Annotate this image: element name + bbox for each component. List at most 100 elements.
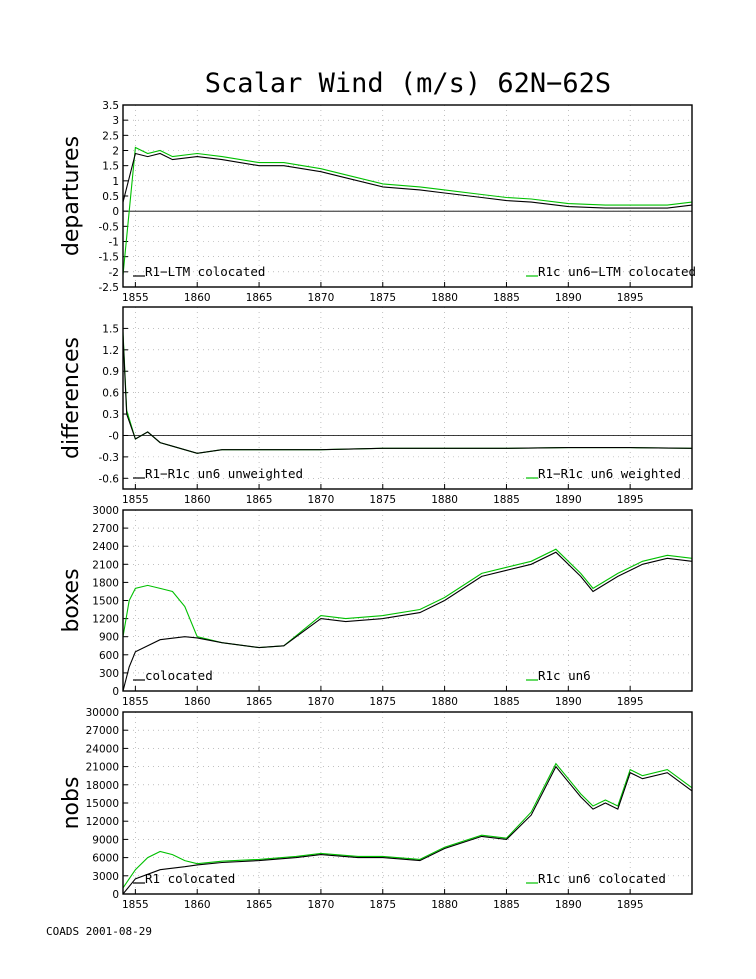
tick-label-y: 2.5: [102, 130, 119, 142]
axis-label-y: nobs: [59, 777, 84, 830]
plot-frame: [122, 509, 693, 692]
plot-frame: [122, 104, 693, 288]
tick-label-x: 1875: [369, 696, 396, 708]
tick-label-y: 1800: [92, 577, 119, 589]
plot-frame: [122, 711, 693, 895]
legend-label: R1c un6: [538, 668, 591, 683]
tick-label-y: 2: [112, 146, 119, 158]
tick-label-y: 0: [112, 889, 119, 901]
tick-label-y: 18000: [86, 780, 119, 792]
tick-label-y: -1.5: [99, 252, 120, 264]
tick-label-x: 1875: [369, 292, 396, 304]
axis-label-y: boxes: [59, 568, 84, 632]
tick-label-y: 1.5: [102, 323, 119, 335]
legend-label: R1 colocated: [145, 871, 235, 886]
tick-label-x: 1890: [555, 899, 582, 911]
series-line-green: [123, 762, 692, 889]
tick-label-y: 3000: [92, 505, 119, 517]
legend-label: R1−R1c un6 weighted: [538, 466, 681, 481]
tick-label-y: 6000: [92, 853, 119, 865]
tick-label-y: 1.5: [102, 161, 119, 173]
tick-label-y: 0.9: [102, 366, 119, 378]
series-line-black: [123, 551, 692, 691]
tick-label-x: 1855: [122, 494, 149, 506]
tick-label-x: 1880: [431, 696, 458, 708]
tick-label-y: -0.3: [99, 452, 120, 464]
tick-label-x: 1895: [617, 899, 644, 911]
tick-label-x: 1865: [246, 494, 273, 506]
legend-label: R1−LTM colocated: [145, 264, 265, 279]
tick-label-x: 1885: [493, 696, 520, 708]
axis-label-y: differences: [59, 337, 84, 459]
tick-label-x: 1860: [184, 292, 211, 304]
tick-label-x: 1870: [308, 292, 335, 304]
tick-label-x: 1870: [308, 696, 335, 708]
tick-label-y: 3.5: [102, 100, 119, 112]
tick-label-y: 300: [99, 668, 119, 680]
tick-label-x: 1860: [184, 696, 211, 708]
tick-label-x: 1875: [369, 899, 396, 911]
tick-label-y: 30000: [86, 707, 119, 719]
tick-label-y: 2700: [92, 523, 119, 535]
series-line-green: [123, 548, 692, 649]
tick-label-x: 1885: [493, 292, 520, 304]
tick-label-y: -0.6: [99, 473, 120, 485]
tick-label-y: -0: [109, 430, 119, 442]
tick-label-x: 1880: [431, 292, 458, 304]
tick-label-x: 1855: [122, 696, 149, 708]
series-line-black: [123, 335, 692, 454]
tick-label-y: -2.5: [99, 282, 120, 294]
tick-label-y: 9000: [92, 834, 119, 846]
tick-label-y: 3: [112, 115, 119, 127]
series-line-green: [123, 146, 692, 275]
tick-label-x: 1890: [555, 292, 582, 304]
tick-label-x: 1865: [246, 696, 273, 708]
tick-label-y: 0.5: [102, 191, 119, 203]
tick-label-x: 1875: [369, 494, 396, 506]
plot-frame: [122, 306, 693, 490]
tick-label-x: 1885: [493, 899, 520, 911]
legend-label: R1c un6 colocated: [538, 871, 666, 886]
tick-label-y: 1.2: [102, 345, 119, 357]
tick-label-y: 21000: [86, 762, 119, 774]
tick-label-x: 1870: [308, 494, 335, 506]
chart-title: Scalar Wind (m/s) 62N−62S: [205, 68, 611, 99]
tick-label-y: 600: [99, 650, 119, 662]
tick-label-x: 1860: [184, 899, 211, 911]
tick-label-y: 900: [99, 632, 119, 644]
tick-label-x: 1895: [617, 292, 644, 304]
tick-label-y: 3000: [92, 871, 119, 883]
tick-label-x: 1860: [184, 494, 211, 506]
panel-boxes: 3000270024002100180015001200900600300018…: [59, 505, 693, 708]
tick-label-x: 1890: [555, 696, 582, 708]
tick-label-y: -1: [109, 237, 119, 249]
panel-nobs: 3000027000240002100018000150001200090006…: [59, 707, 693, 911]
tick-label-y: 0: [112, 686, 119, 698]
tick-label-x: 1870: [308, 899, 335, 911]
tick-label-y: 0.6: [102, 388, 119, 400]
tick-label-y: 0: [112, 206, 119, 218]
series-line-black: [123, 765, 692, 894]
tick-label-y: 24000: [86, 743, 119, 755]
tick-label-x: 1885: [493, 494, 520, 506]
axis-label-y: departures: [59, 136, 84, 256]
tick-label-y: 15000: [86, 798, 119, 810]
footer-text: COADS 2001-08-29: [46, 925, 152, 938]
tick-label-x: 1865: [246, 292, 273, 304]
tick-label-y: 1500: [92, 596, 119, 608]
tick-label-x: 1865: [246, 899, 273, 911]
tick-label-x: 1855: [122, 292, 149, 304]
legend-label: R1−R1c un6 unweighted: [145, 466, 303, 481]
tick-label-y: -2: [109, 267, 119, 279]
tick-label-y: 1: [112, 176, 119, 188]
series-line-black: [123, 152, 692, 209]
tick-label-y: 0.3: [102, 409, 119, 421]
legend-label: R1c un6−LTM colocated: [538, 264, 696, 279]
tick-label-y: 1200: [92, 614, 119, 626]
tick-label-x: 1890: [555, 494, 582, 506]
tick-label-y: 27000: [86, 725, 119, 737]
